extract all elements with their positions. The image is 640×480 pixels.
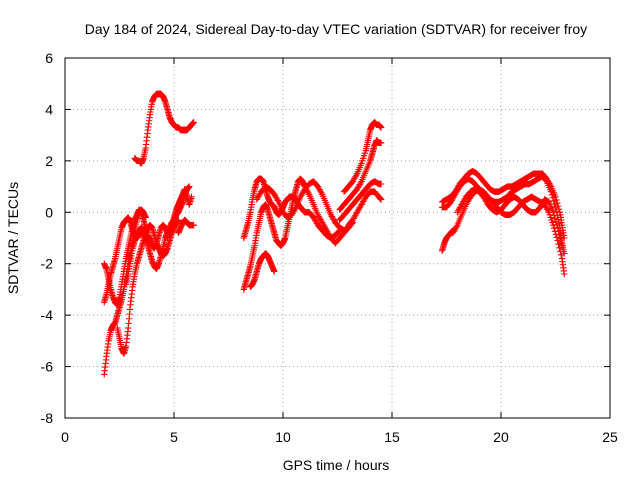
- data-point-marker: [558, 242, 566, 249]
- data-point-marker: [549, 194, 557, 202]
- x-tick-label: 10: [275, 429, 291, 445]
- y-tick-label: 6: [45, 50, 53, 66]
- data-point-marker: [557, 238, 565, 246]
- data-point-marker: [547, 188, 555, 195]
- series-pass2-b: [240, 175, 352, 293]
- x-tick-label: 20: [493, 429, 509, 445]
- data-point-marker: [550, 197, 557, 205]
- data-point-marker: [190, 221, 197, 229]
- series-pass3-e: [454, 185, 566, 249]
- data-point-marker: [292, 205, 299, 212]
- data-marks: [101, 90, 568, 378]
- series-pass1-top: [131, 90, 197, 167]
- series-pass2-c: [247, 250, 278, 291]
- data-point-marker: [554, 224, 561, 231]
- chart-title: Day 184 of 2024, Sidereal Day-to-day VTE…: [85, 21, 587, 37]
- data-point-marker: [553, 208, 560, 215]
- data-point-marker: [377, 139, 385, 147]
- x-axis-label: GPS time / hours: [283, 457, 390, 473]
- series-pass1-f: [175, 216, 197, 237]
- y-tick-label: 4: [45, 101, 53, 117]
- x-tick-label: 15: [384, 429, 400, 445]
- x-tick-label: 5: [170, 429, 178, 445]
- x-tick-label: 0: [61, 429, 69, 445]
- y-tick-label: -6: [41, 359, 54, 375]
- y-tick-label: 0: [45, 204, 53, 220]
- data-point-marker: [357, 179, 364, 187]
- x-tick-label: 25: [602, 429, 618, 445]
- data-point-marker: [318, 189, 325, 196]
- y-axis-label: SDTVAR / TECUs: [5, 182, 21, 294]
- series-pass2-f: [340, 119, 385, 195]
- data-point-marker: [548, 191, 556, 198]
- y-tick-label: -8: [41, 410, 54, 426]
- data-point-marker: [377, 180, 385, 188]
- data-point-marker: [550, 209, 557, 216]
- data-point-marker: [353, 172, 360, 179]
- data-point-marker: [453, 223, 460, 230]
- y-tick-labels: -8 -6 -4 -2 0 2 4 6: [41, 50, 54, 426]
- data-point-marker: [190, 119, 197, 126]
- data-point-marker: [274, 197, 281, 204]
- data-point-marker: [557, 248, 564, 255]
- data-point-marker: [553, 221, 561, 228]
- data-point-marker: [188, 193, 195, 201]
- data-point-marker: [561, 250, 568, 257]
- y-tick-label: -4: [41, 307, 54, 323]
- plot-frame: [64, 57, 611, 419]
- series-pass2-g: [336, 178, 385, 224]
- series-pass1-e: [122, 183, 193, 288]
- data-point-marker: [377, 124, 385, 131]
- data-point-marker: [557, 235, 564, 242]
- data-point-marker: [555, 228, 562, 235]
- x-tick-labels: 0 5 10 15 20 25: [61, 429, 618, 445]
- data-point-marker: [377, 196, 385, 203]
- data-point-marker: [557, 251, 565, 259]
- data-point-marker: [552, 203, 559, 211]
- data-point-marker: [556, 231, 563, 239]
- data-point-marker: [186, 183, 193, 190]
- y-tick-label: -2: [41, 256, 54, 272]
- data-point-marker: [561, 270, 568, 278]
- data-point-marker: [551, 215, 559, 222]
- series-pass2-h: [345, 188, 385, 229]
- data-point-marker: [550, 212, 558, 219]
- data-point-marker: [552, 218, 560, 225]
- y-tick-label: 2: [45, 153, 53, 169]
- series-pass2-e: [336, 137, 385, 213]
- data-point-marker: [271, 268, 278, 275]
- grid-layer: [65, 58, 610, 418]
